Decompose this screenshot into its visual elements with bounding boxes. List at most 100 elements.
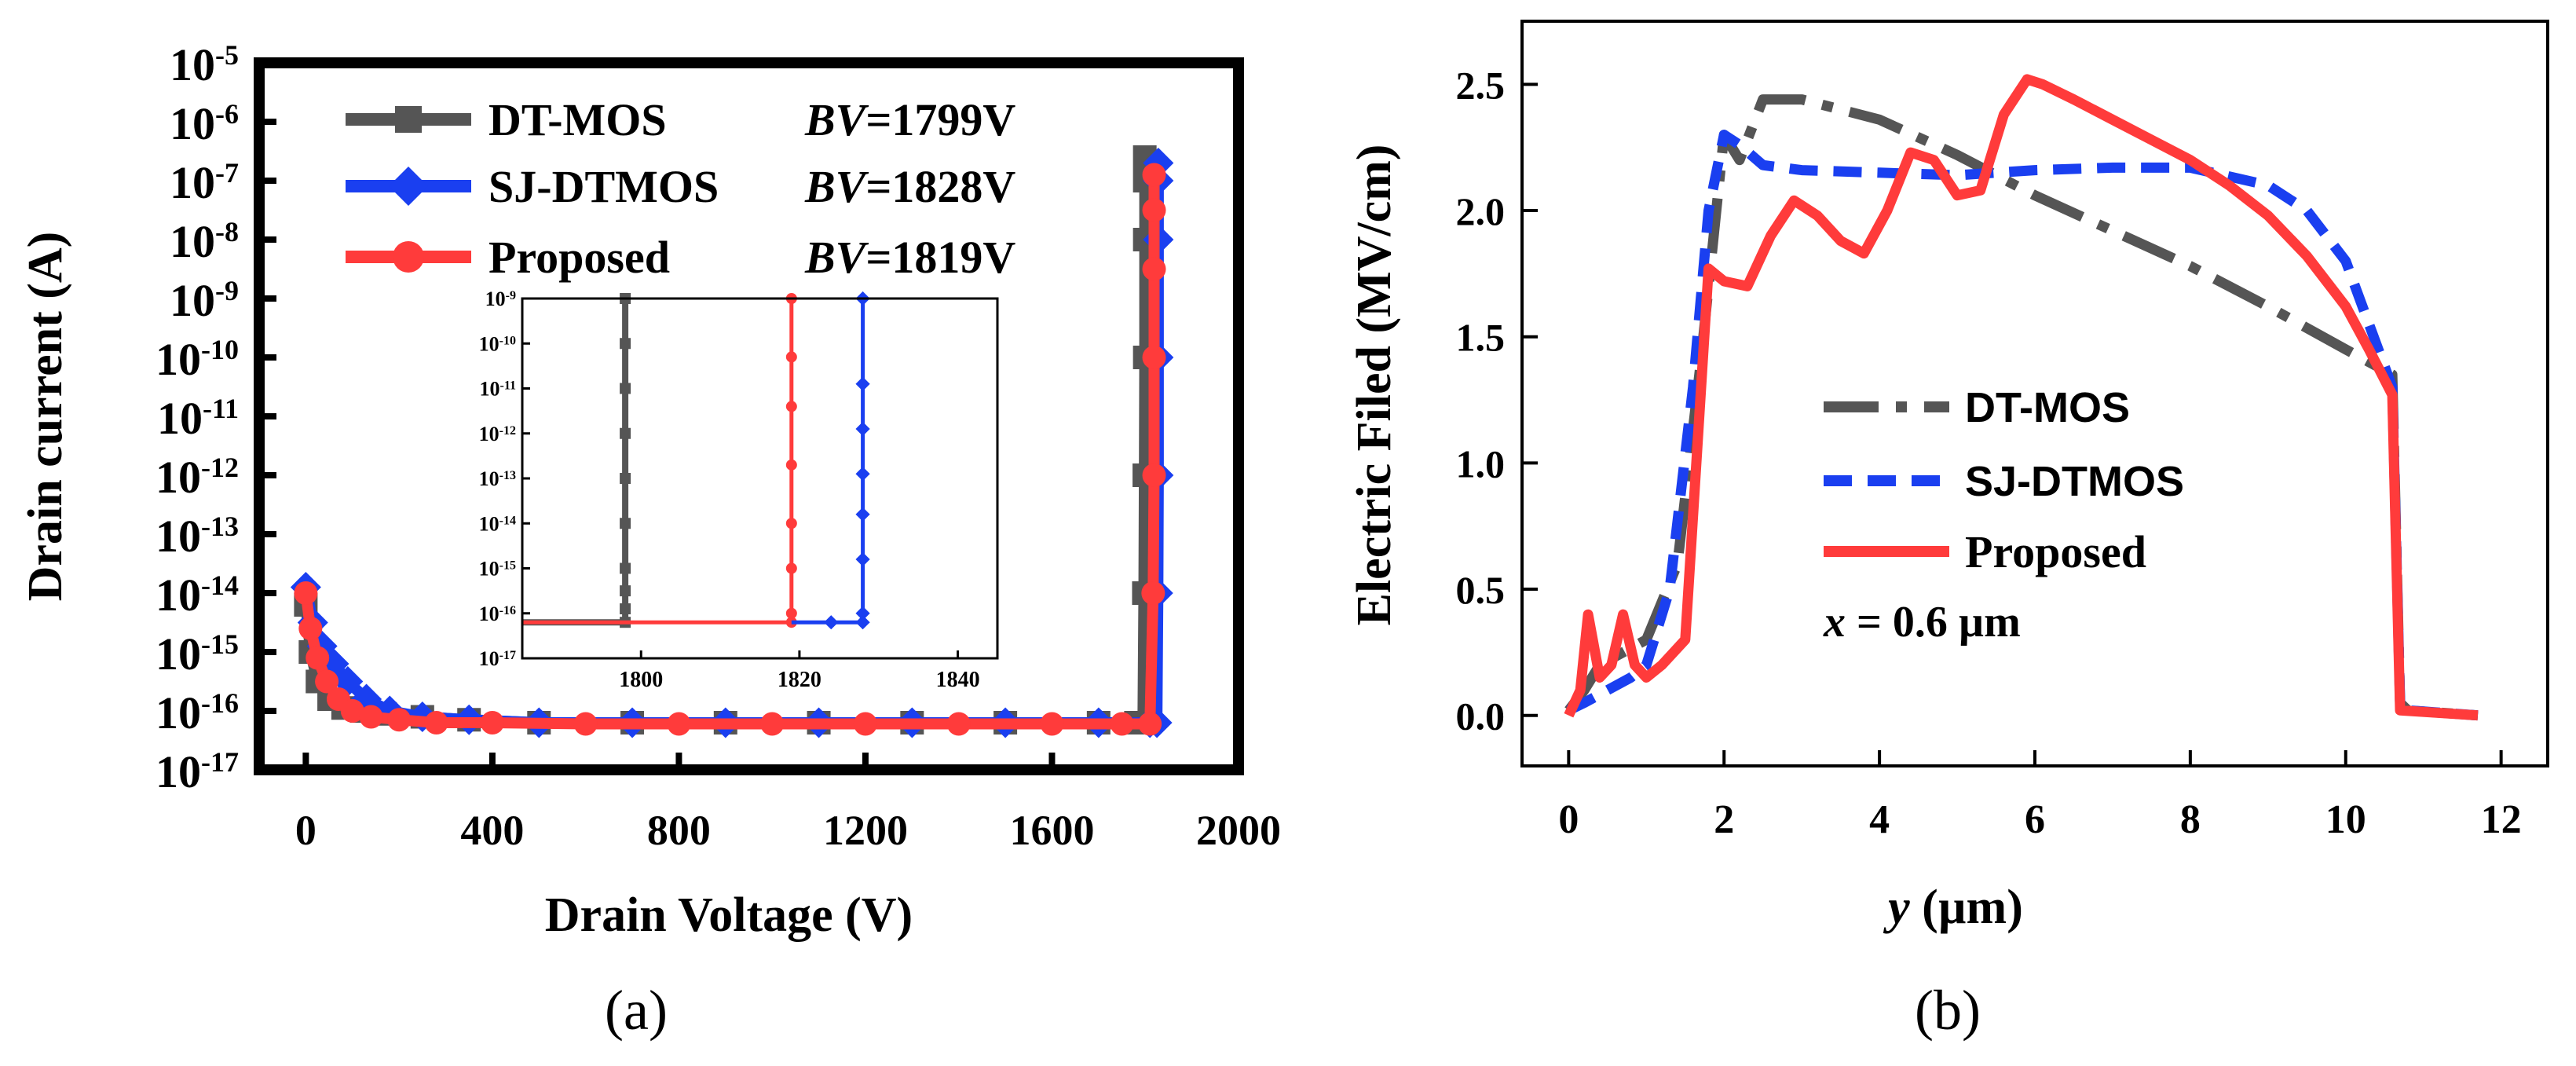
panel-b-x-axis-unit: (µm) <box>1910 881 2023 934</box>
data-point-proposed <box>359 705 383 729</box>
data-point-proposed <box>946 712 971 736</box>
data-point-proposed <box>667 712 691 736</box>
inset-series-group <box>522 291 870 630</box>
inset-y-axis-ticks: 10-17 10-16 10-15 10-14 10-13 10-12 10-11 10-10… <box>479 288 530 670</box>
b-x-tick-label: 12 <box>2481 797 2522 842</box>
panel-label-b: b <box>1934 979 1962 1042</box>
legend-bv-label-sj-dtmos: BV <box>804 161 869 212</box>
x-tick-label: 0 <box>295 807 317 854</box>
panel-label-a: a <box>624 979 649 1042</box>
svg-text:x = 0.6 µm: x = 0.6 µm <box>1823 598 2021 647</box>
x-tick-label: 400 <box>460 807 524 854</box>
legend-label-proposed: Proposed <box>488 232 670 283</box>
inset-point-dt-mos <box>620 427 631 439</box>
panel-b-x-axis-ticks: 0 2 4 6 8 10 12 <box>1558 750 2522 842</box>
panel-a-y-axis-label: Drain current (A) <box>19 232 72 602</box>
data-point-proposed <box>315 669 339 694</box>
data-point-proposed <box>1141 581 1165 605</box>
data-point-proposed <box>1142 198 1166 222</box>
panel-b-y-axis-ticks: 0.0 0.5 1.0 1.5 2.0 2.5 <box>1456 63 1538 738</box>
series-line-b-dt-mos <box>1564 94 2479 721</box>
data-point-proposed <box>573 712 598 736</box>
inset-y-tick-label: 10-13 <box>479 467 516 490</box>
panel-b-y-axis-label: Electric Filed (MV/cm) <box>1348 145 1401 626</box>
data-point-proposed <box>424 711 448 734</box>
legend-entry-sj-dtmos: SJ-DTMOS BV=1828V <box>346 161 1015 212</box>
legend-entry-b-sj-dtmos: SJ-DTMOS <box>1824 458 2184 505</box>
legend-bv-dt-mos: =1799V <box>865 94 1015 145</box>
inset-y-tick-label: 10-14 <box>479 512 516 535</box>
inset-y-tick-label: 10-10 <box>479 332 516 355</box>
data-point-proposed <box>387 708 412 732</box>
b-y-tick-label: 2.5 <box>1456 63 1506 107</box>
svg-text:BV=1819V: BV=1819V <box>804 232 1015 283</box>
inset-point-dt-mos <box>620 473 631 484</box>
svg-text:(a): (a) <box>605 979 668 1042</box>
inset-point-proposed <box>785 562 797 574</box>
legend-bv-label-dt-mos: BV <box>804 94 869 145</box>
inset-point-sj-dtmos <box>855 467 870 482</box>
data-point-proposed <box>1110 712 1134 736</box>
b-y-tick-label: 1.0 <box>1456 441 1506 485</box>
inset-point-sj-dtmos <box>855 507 870 522</box>
inset-point-proposed <box>785 401 797 412</box>
y-tick-label: 10-7 <box>170 157 239 208</box>
inset-point-dt-mos <box>620 338 631 350</box>
inset-y-tick-label: 10-11 <box>480 378 516 401</box>
b-y-tick-label: 0.5 <box>1456 568 1506 612</box>
b-x-tick-label: 8 <box>2180 797 2201 842</box>
inset-point-proposed <box>785 607 797 619</box>
b-x-tick-label: 0 <box>1558 797 1579 842</box>
svg-text:y (µm): y (µm) <box>1883 881 2023 934</box>
inset-point-sj-dtmos <box>855 376 870 391</box>
legend-bv-sj-dtmos: =1828V <box>865 161 1015 212</box>
y-tick-label: 10-17 <box>156 746 239 797</box>
legend-b-label-sj-dtmos: SJ-DTMOS <box>1965 458 2184 505</box>
data-point-proposed <box>853 712 877 736</box>
y-tick-label: 10-15 <box>156 628 239 680</box>
inset-x-tick-label: 1800 <box>619 668 663 692</box>
svg-text:(b): (b) <box>1915 979 1981 1042</box>
inset-point-sj-dtmos <box>855 421 870 437</box>
b-x-tick-label: 4 <box>1869 797 1890 842</box>
x-tick-label: 1600 <box>1009 807 1094 854</box>
legend-entry-dt-mos: DT-MOS BV=1799V <box>346 94 1015 145</box>
legend-b-label-proposed: Proposed <box>1965 526 2146 577</box>
data-point-proposed <box>340 699 364 723</box>
data-point-proposed <box>1040 712 1064 736</box>
y-tick-label: 10-10 <box>156 334 239 385</box>
b-x-tick-label: 2 <box>1714 797 1734 842</box>
legend-entry-b-proposed: Proposed <box>1824 526 2146 577</box>
data-point-proposed <box>1142 346 1166 369</box>
legend-b-label-dt-mos: DT-MOS <box>1965 384 2130 431</box>
panel-a-inset: 10-17 10-16 10-15 10-14 10-13 10-12 10-11 10-10… <box>479 288 999 692</box>
x-tick-label: 800 <box>647 807 711 854</box>
inset-y-tick-label: 10-16 <box>479 603 516 625</box>
y-tick-label: 10-13 <box>156 511 239 562</box>
x-tick-label: 1200 <box>823 807 908 854</box>
b-x-tick-label: 6 <box>2025 797 2045 842</box>
svg-text:BV=1799V: BV=1799V <box>804 94 1015 145</box>
b-x-tick-label: 10 <box>2325 797 2366 842</box>
y-tick-label: 10-16 <box>156 687 239 738</box>
legend-label-sj-dtmos: SJ-DTMOS <box>488 161 719 212</box>
inset-point-dt-mos <box>620 585 631 597</box>
panel-b: 0.0 0.5 1.0 1.5 2.0 2.5 0 2 4 6 8 10 12 DT-MOS SJ-D… <box>1348 20 2549 1042</box>
inset-x-tick-label: 1840 <box>936 668 980 692</box>
inset-point-dt-mos <box>620 603 631 615</box>
data-point-proposed <box>1138 712 1162 736</box>
inset-point-dt-mos <box>620 562 631 574</box>
b-y-tick-label: 2.0 <box>1456 189 1506 233</box>
legend-bv-proposed: =1819V <box>865 232 1015 283</box>
panel-a-series-group <box>290 145 1174 738</box>
data-point-proposed <box>1142 163 1166 187</box>
panel-a-x-axis-ticks: 0 400 800 1200 1600 2000 <box>295 753 1281 854</box>
data-point-proposed <box>1142 257 1166 281</box>
legend-bv-label-proposed: BV <box>804 232 869 283</box>
y-tick-label: 10-14 <box>156 570 239 621</box>
legend-label-dt-mos: DT-MOS <box>488 94 667 145</box>
inset-y-tick-label: 10-15 <box>479 558 516 581</box>
inset-y-tick-label: 10-12 <box>479 423 516 445</box>
inset-point-sj-dtmos <box>855 615 870 630</box>
data-point-proposed <box>1142 463 1166 487</box>
